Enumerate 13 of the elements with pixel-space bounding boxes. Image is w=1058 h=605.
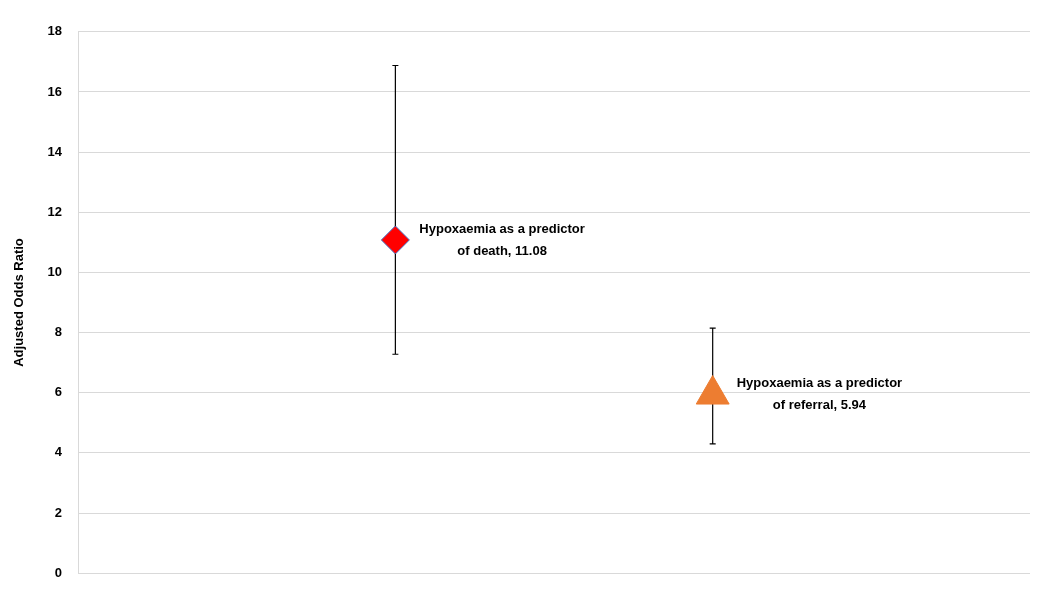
y-tick-label: 8 [54, 324, 63, 340]
y-tick-label: 4 [54, 444, 63, 460]
y-tick-label: 0 [54, 564, 63, 580]
y-tick-label: 12 [47, 203, 63, 219]
y-tick-label: 14 [47, 143, 63, 159]
data-label: Hypoxaemia as a predictor of death, 11.08 [419, 220, 585, 258]
y-tick-label: 18 [47, 23, 63, 39]
y-tick-label: 6 [54, 384, 63, 400]
y-axis-title: Adjusted Odds Ratio [11, 238, 27, 367]
y-tick-label: 2 [54, 504, 63, 520]
data-label: Hypoxaemia as a predictor of referral, 5.94 [736, 375, 903, 413]
y-tick-label: 16 [47, 83, 63, 99]
y-tick-label: 10 [47, 264, 63, 279]
